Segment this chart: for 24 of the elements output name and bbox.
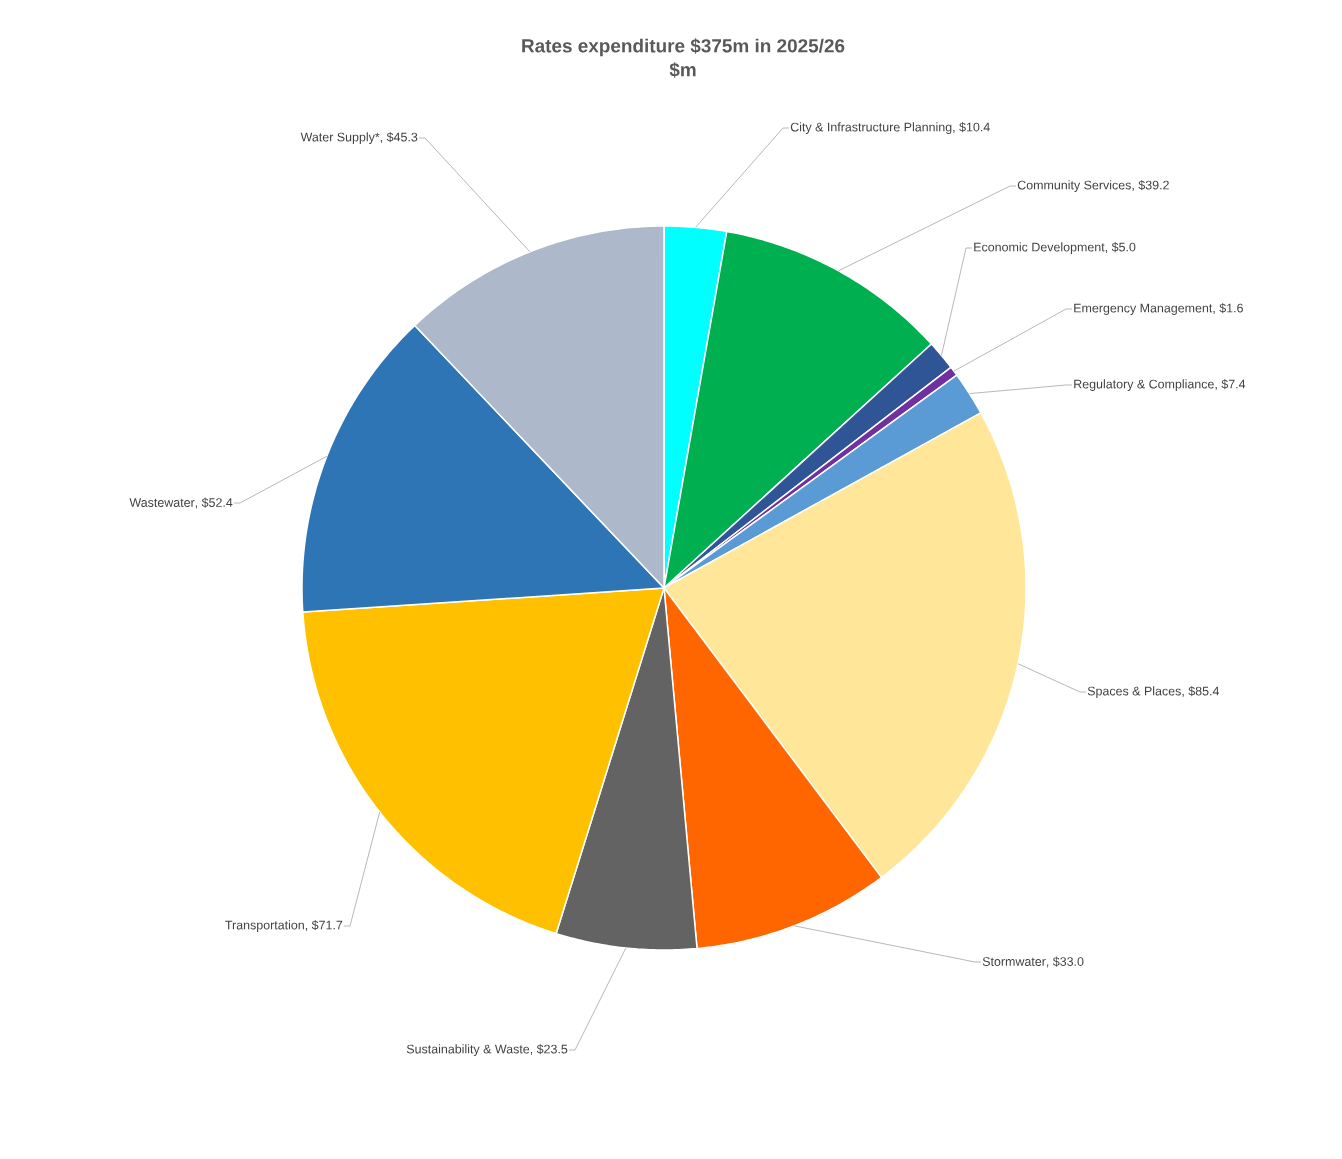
data-label: , $85.4 [1182,686,1220,697]
data-label: , $45.3 [380,132,418,143]
data-label: , $10.4 [953,122,990,133]
data-label: , $33.0 [1047,956,1084,968]
chart-title: Rates expenditure $375m in 2025/26 [522,38,845,57]
data-label: , $5.0 [1105,242,1136,253]
data-label: , $23.5 [530,1044,568,1055]
data-label: , $39.2 [1132,180,1169,191]
slice-label: Water Supply* [300,132,380,144]
slice-label: Stormwater [982,957,1046,966]
slice-label: Emergency Management [1074,303,1213,315]
slice-label: Economic Development [974,242,1105,254]
data-label: , $1.6 [1213,303,1243,314]
slice-label: Transportation [225,920,304,932]
slice-label: Wastewater [129,498,195,507]
slice-label: Regulatory & Compliance [1074,379,1214,391]
data-label: , $7.4 [1215,379,1246,390]
slice-label: Community Services [1017,180,1131,192]
slice-label: Spaces & Places [1087,686,1181,698]
slice-label: City & Infrastructure Planning [790,122,952,134]
chart-subtitle: $m [669,62,696,78]
slice-label: Sustainability & Waste [406,1044,530,1056]
data-label: , $71.7 [305,920,343,931]
data-label: , $52.4 [195,497,233,509]
